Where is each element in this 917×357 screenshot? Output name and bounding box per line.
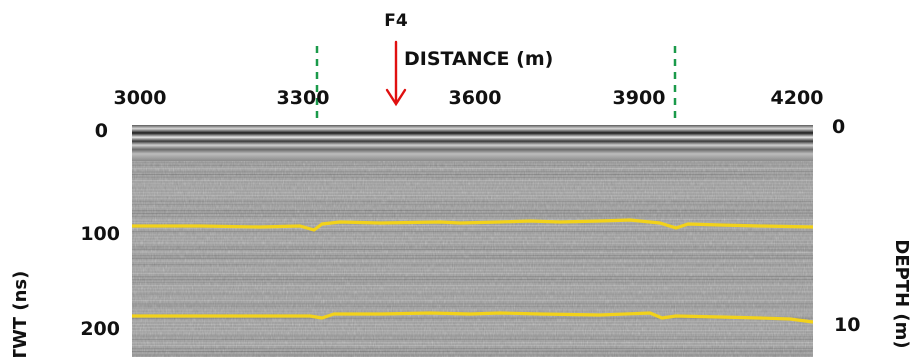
reflection-stripe xyxy=(132,194,813,197)
fault-marker-label: F4 xyxy=(384,11,408,31)
x-tick-label: 3900 xyxy=(613,87,666,109)
reflection-stripe xyxy=(132,266,813,269)
x-tick-label: 3300 xyxy=(277,87,330,109)
reflection-stripe xyxy=(132,227,813,230)
lower-reflector-line xyxy=(132,311,813,324)
x-tick-label: 3000 xyxy=(114,87,167,109)
x-axis-title: DISTANCE (m) xyxy=(404,48,553,70)
surface-reflection-bands xyxy=(132,125,813,161)
reflection-stripe xyxy=(132,209,813,212)
reflection-stripe xyxy=(132,164,813,167)
right-axis-title: DEPTH (m) xyxy=(891,239,912,348)
horizontal-reflection-stripes xyxy=(132,162,813,356)
twt-tick-label: 200 xyxy=(80,318,120,340)
x-tick-label: 3600 xyxy=(449,87,502,109)
x-tick-label: 4200 xyxy=(771,87,824,109)
reflection-stripe xyxy=(132,248,813,251)
twt-tick-label: 0 xyxy=(95,120,108,142)
depth-tick-label: 0 xyxy=(832,116,845,138)
reflection-stripe xyxy=(132,296,813,299)
reflection-stripe xyxy=(132,305,813,308)
radargram-noise-texture xyxy=(132,125,813,357)
reflection-stripe xyxy=(132,215,813,218)
twt-tick-label: 100 xyxy=(80,223,120,245)
left-axis-title: TWT (ns) xyxy=(10,271,31,357)
reflection-stripe xyxy=(132,350,813,353)
upper-reflector-line xyxy=(132,218,813,232)
fault-marker-arrow xyxy=(385,40,407,107)
reflection-stripe xyxy=(132,269,813,272)
radargram-panel xyxy=(132,125,813,357)
reflection-stripe xyxy=(132,176,813,179)
depth-tick-label: 10 xyxy=(834,314,860,336)
